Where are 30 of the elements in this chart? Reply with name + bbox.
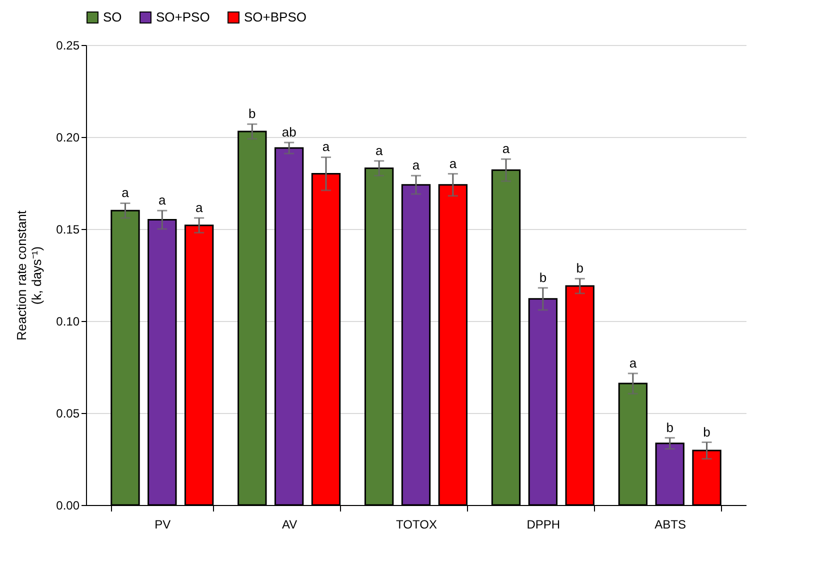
y-tick-label: 0.20 bbox=[56, 130, 80, 144]
y-tick-label: 0.25 bbox=[56, 38, 80, 52]
y-tick-label: 0.15 bbox=[56, 222, 80, 236]
x-tick-label: TOTOX bbox=[396, 518, 437, 532]
data-label: a bbox=[122, 185, 130, 200]
data-label: a bbox=[629, 355, 638, 370]
data-label: a bbox=[502, 141, 510, 156]
y-tick-label: 0.05 bbox=[56, 406, 80, 420]
data-label: a bbox=[158, 192, 167, 208]
data-label: a bbox=[195, 200, 204, 215]
data-label: a bbox=[375, 142, 384, 158]
legend-label: SO+BPSO bbox=[244, 10, 306, 25]
data-label: b bbox=[539, 270, 547, 285]
y-axis-title: Reaction rate constant (k, days⁻¹) bbox=[14, 210, 44, 341]
x-tick-label: DPPH bbox=[526, 518, 560, 532]
data-label: b bbox=[666, 420, 674, 435]
y-tick-label: 0.10 bbox=[56, 314, 80, 328]
data-label: b bbox=[576, 260, 584, 276]
data-label: b bbox=[248, 106, 256, 122]
x-tick-label: AV bbox=[282, 518, 298, 532]
data-label: a bbox=[322, 139, 330, 154]
data-label: b bbox=[703, 424, 710, 440]
x-tick-label: ABTS bbox=[654, 518, 686, 532]
data-label: a bbox=[449, 156, 458, 171]
data-label: ab bbox=[282, 124, 296, 140]
x-tick-label: PV bbox=[154, 518, 171, 532]
legend-label: SO+PSO bbox=[156, 10, 210, 25]
legend-label: SO bbox=[103, 10, 122, 25]
data-label: a bbox=[412, 158, 420, 173]
y-tick-label: 0.00 bbox=[56, 498, 80, 512]
